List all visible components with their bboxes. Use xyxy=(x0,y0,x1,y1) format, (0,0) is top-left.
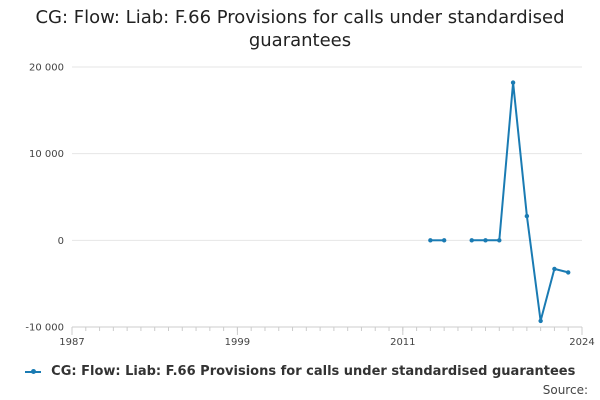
data-point xyxy=(428,238,433,243)
data-point xyxy=(552,266,557,272)
data-point xyxy=(441,238,447,243)
series-line xyxy=(471,81,569,322)
x-tick-label: 2011 xyxy=(390,337,415,348)
y-tick-label: 20 000 xyxy=(29,63,64,74)
data-point xyxy=(566,270,571,275)
data-point xyxy=(483,238,488,243)
chart-title: CG: Flow: Liab: F.66 Provisions for call… xyxy=(0,6,600,52)
y-tick-label: 0 xyxy=(58,236,64,247)
legend-line-marker-icon xyxy=(24,368,41,374)
data-point xyxy=(538,318,543,324)
data-point xyxy=(524,213,530,219)
data-point xyxy=(510,80,516,85)
chart-legend[interactable]: CG: Flow: Liab: F.66 Provisions for call… xyxy=(0,364,600,379)
legend-series-label: CG: Flow: Liab: F.66 Provisions for call… xyxy=(51,364,576,379)
x-tick-label: 1987 xyxy=(59,337,84,348)
x-tick-label: 1999 xyxy=(225,337,250,348)
source-label: Source: xyxy=(542,383,588,397)
y-tick-label: -10 000 xyxy=(25,323,64,334)
data-point xyxy=(469,238,474,243)
chart-title-line-2: guarantees xyxy=(248,30,352,51)
chart-title-line-1: CG: Flow: Liab: F.66 Provisions for call… xyxy=(35,7,565,28)
x-tick-label: 2024 xyxy=(569,337,594,348)
data-point xyxy=(497,238,502,243)
y-tick-label: 10 000 xyxy=(29,149,64,160)
